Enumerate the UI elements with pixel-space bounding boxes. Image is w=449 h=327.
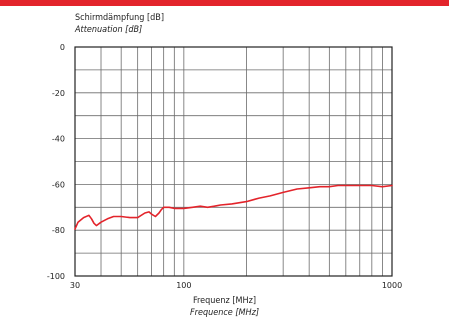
plot-frame xyxy=(74,46,393,277)
x-tick-label: 100 xyxy=(176,281,191,290)
x-tick-label: 1000 xyxy=(382,281,402,290)
y-tick-label: -40 xyxy=(52,135,65,144)
attenuation-series-line xyxy=(74,184,393,230)
y-tick-label: -100 xyxy=(47,272,65,281)
y-axis-title-english: Attenuation [dB] xyxy=(75,25,143,35)
y-axis-title: Schirmdämpfung [dB] xyxy=(75,13,165,23)
top-accent-bar xyxy=(0,0,449,6)
y-tick-label: -20 xyxy=(52,89,65,98)
plot-border xyxy=(74,46,393,277)
tick-labels: 0 -20 -40 -60 -80 -100 30 100 1000 xyxy=(47,43,402,290)
y-tick-label: -80 xyxy=(52,226,65,235)
x-axis-title-english: Frequence [MHz] xyxy=(189,308,259,318)
x-axis-title: Frequenz [MHz] xyxy=(193,296,256,306)
grid xyxy=(75,47,392,276)
data-lines xyxy=(74,184,393,230)
x-tick-label: 30 xyxy=(70,281,80,290)
y-tick-label: -60 xyxy=(52,180,65,189)
y-tick-label: 0 xyxy=(60,43,65,52)
